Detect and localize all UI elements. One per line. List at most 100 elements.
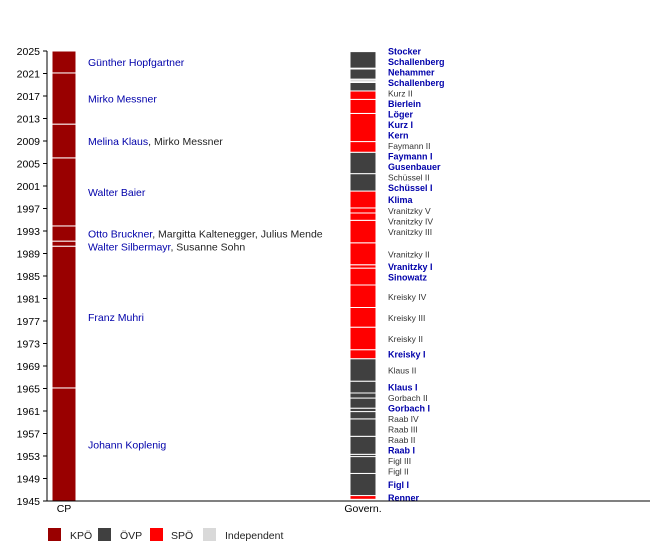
government-bar <box>349 392 377 399</box>
government-bar <box>349 284 377 308</box>
chair-link[interactable]: Otto Bruckner <box>88 229 153 241</box>
government-label[interactable]: Kreisky I <box>388 350 426 360</box>
government-label: Faymann II <box>388 141 431 151</box>
chair-names: , Susanne Sohn <box>170 242 245 254</box>
government-label[interactable]: Löger <box>388 110 413 120</box>
government-label[interactable]: Vranitzky I <box>388 262 433 272</box>
government-bar <box>349 219 377 244</box>
government-bar <box>349 407 377 413</box>
government-label[interactable]: Bierlein <box>388 99 421 109</box>
government-label: Raab III <box>388 425 418 435</box>
chair-link[interactable]: Melina Klaus <box>88 136 148 148</box>
government-bar <box>349 141 377 153</box>
cp-chair-bar <box>51 225 77 242</box>
chair-link[interactable]: Walter Silbermayr <box>88 242 172 254</box>
government-label[interactable]: Stocker <box>388 47 422 57</box>
y-tick-label: 2005 <box>17 159 41 171</box>
government-bar <box>349 112 377 143</box>
government-label: Raab IV <box>388 414 419 424</box>
legend-label: SPÖ <box>171 530 193 542</box>
government-label[interactable]: Gorbach I <box>388 404 430 414</box>
government-bar <box>349 472 377 497</box>
y-tick-label: 2017 <box>17 91 41 103</box>
chair-names: , Mirko Messner <box>148 136 223 148</box>
y-tick-label: 1961 <box>17 406 41 418</box>
y-tick-label: 1997 <box>17 204 41 216</box>
legend-label: KPÖ <box>70 530 92 542</box>
government-bar <box>349 435 377 455</box>
y-tick-label: 1953 <box>17 451 41 463</box>
y-tick-label: 1957 <box>17 429 41 441</box>
legend-label: Independent <box>225 530 283 542</box>
y-tick-label: 1945 <box>17 496 41 508</box>
government-bar <box>349 90 377 100</box>
government-label: Vranitzky II <box>388 249 430 259</box>
government-bar <box>349 173 377 192</box>
chair-link[interactable]: Franz Muhri <box>88 312 144 324</box>
government-label[interactable]: Nehammer <box>388 68 435 78</box>
cp-chair-bar <box>51 245 77 389</box>
government-label[interactable]: Schallenberg <box>388 57 445 67</box>
government-label[interactable]: Figl I <box>388 480 409 490</box>
y-tick-label: 2009 <box>17 136 41 148</box>
cp-chair-bar <box>51 123 77 159</box>
government-bar <box>349 418 377 437</box>
y-tick-label: 1977 <box>17 316 41 328</box>
government-label[interactable]: Schüssel I <box>388 183 433 193</box>
cp-chair-bar <box>51 50 77 74</box>
y-tick-label: 1993 <box>17 226 41 238</box>
government-bar <box>349 397 377 409</box>
government-label[interactable]: Sinowatz <box>388 272 428 282</box>
y-tick-label: 1965 <box>17 384 41 396</box>
cp-chair-label: Johann Koplenig <box>88 439 166 451</box>
government-label[interactable]: Raab I <box>388 446 415 456</box>
legend-swatch <box>203 528 216 541</box>
chair-link[interactable]: Walter Baier <box>88 187 146 199</box>
government-label[interactable]: Kurz I <box>388 120 413 130</box>
y-tick-label: 2025 <box>17 46 41 58</box>
government-label: Kreisky IV <box>388 292 427 302</box>
government-label: Vranitzky V <box>388 206 431 216</box>
government-label: Vranitzky IV <box>388 216 433 226</box>
cp-chair-label: Günther Hopfgartner <box>88 57 185 69</box>
government-label[interactable]: Kern <box>388 131 409 141</box>
government-label: Kreisky II <box>388 334 423 344</box>
government-bar <box>349 326 377 351</box>
government-bar <box>349 212 377 221</box>
legend-swatch <box>98 528 111 541</box>
government-bar <box>349 456 377 474</box>
column-label: Govern. <box>344 503 381 515</box>
y-tick-label: 2001 <box>17 181 41 193</box>
government-bar <box>349 307 377 328</box>
y-tick-label: 1985 <box>17 271 41 283</box>
government-bar <box>349 190 377 209</box>
government-bar <box>349 50 377 52</box>
government-label[interactable]: Renner <box>388 493 420 503</box>
government-label[interactable]: Klaus I <box>388 383 418 393</box>
cp-chair-bar <box>51 72 77 125</box>
chair-link[interactable]: Günther Hopfgartner <box>88 57 185 69</box>
chair-names: , Margitta Kaltenegger, Julius Mende <box>152 229 323 241</box>
government-bar <box>349 495 377 500</box>
government-bar <box>349 207 377 214</box>
legend-swatch <box>48 528 61 541</box>
y-tick-label: 2021 <box>17 69 41 81</box>
government-label: Kurz II <box>388 89 413 99</box>
government-label: Gorbach II <box>388 393 428 403</box>
government-label[interactable]: Klima <box>388 195 414 205</box>
chair-link[interactable]: Johann Koplenig <box>88 439 166 451</box>
government-label[interactable]: Gusenbauer <box>388 162 441 172</box>
government-bar <box>349 98 377 114</box>
chair-link[interactable]: Mirko Messner <box>88 94 157 106</box>
government-bar <box>349 358 377 382</box>
government-bar <box>349 264 377 269</box>
legend-label: ÖVP <box>120 530 142 542</box>
government-label[interactable]: Faymann I <box>388 152 433 162</box>
government-bar <box>349 51 377 69</box>
government-label: Klaus II <box>388 365 416 375</box>
government-label[interactable]: Schallenberg <box>388 78 445 88</box>
y-tick-label: 1981 <box>17 294 41 306</box>
cp-chair-label: Mirko Messner <box>88 94 157 106</box>
government-label: Figl III <box>388 456 411 466</box>
